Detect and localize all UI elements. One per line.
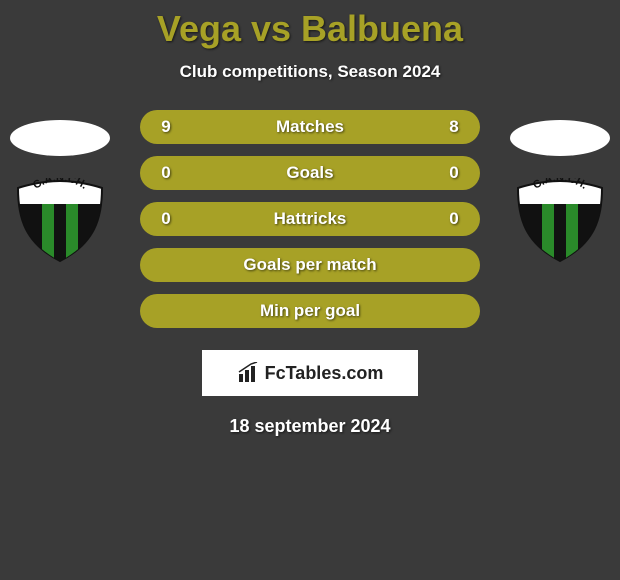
stat-row: 9 Matches 8 <box>140 110 480 144</box>
chart-icon <box>237 362 259 384</box>
stat-label: Min per goal <box>260 301 360 321</box>
stat-row: 0 Goals 0 <box>140 156 480 190</box>
subtitle: Club competitions, Season 2024 <box>0 62 620 82</box>
shield-icon: C.A.N.CH. <box>510 178 610 264</box>
club-crest-left: C.A.N.CH. <box>10 178 110 264</box>
page-title: Vega vs Balbuena <box>0 8 620 50</box>
stat-label: Goals per match <box>243 255 376 275</box>
stat-label: Hattricks <box>274 209 347 229</box>
club-crest-right: C.A.N.CH. <box>510 178 610 264</box>
stat-left-value: 0 <box>156 209 176 229</box>
stat-right-value: 0 <box>444 209 464 229</box>
stat-row: 0 Hattricks 0 <box>140 202 480 236</box>
stat-row: Min per goal <box>140 294 480 328</box>
stat-label: Matches <box>276 117 344 137</box>
shield-icon: C.A.N.CH. <box>10 178 110 264</box>
stat-right-value: 8 <box>444 117 464 137</box>
player-avatar-left <box>10 120 110 156</box>
watermark: FcTables.com <box>202 350 418 396</box>
stat-left-value: 0 <box>156 163 176 183</box>
watermark-text: FcTables.com <box>265 363 384 384</box>
stat-label: Goals <box>286 163 333 183</box>
date-text: 18 september 2024 <box>0 416 620 437</box>
stat-left-value: 9 <box>156 117 176 137</box>
player-column-right: C.A.N.CH. <box>510 120 610 264</box>
stat-right-value: 0 <box>444 163 464 183</box>
player-column-left: C.A.N.CH. <box>10 120 110 264</box>
player-avatar-right <box>510 120 610 156</box>
stat-row: Goals per match <box>140 248 480 282</box>
